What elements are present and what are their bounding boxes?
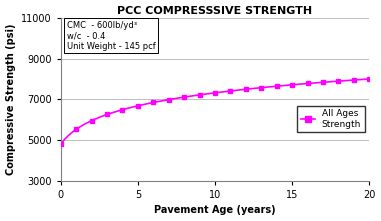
Legend: All Ages
Strength: All Ages Strength <box>298 106 365 132</box>
X-axis label: Pavement Age (years): Pavement Age (years) <box>154 206 276 215</box>
Title: PCC COMPRESSSIVE STRENGTH: PCC COMPRESSSIVE STRENGTH <box>117 6 312 15</box>
Text: CMC  - 600lb/yd³
w/c  - 0.4
Unit Weight - 145 pcf: CMC - 600lb/yd³ w/c - 0.4 Unit Weight - … <box>67 21 156 51</box>
Y-axis label: Compressive Strength (psi): Compressive Strength (psi) <box>6 24 16 175</box>
